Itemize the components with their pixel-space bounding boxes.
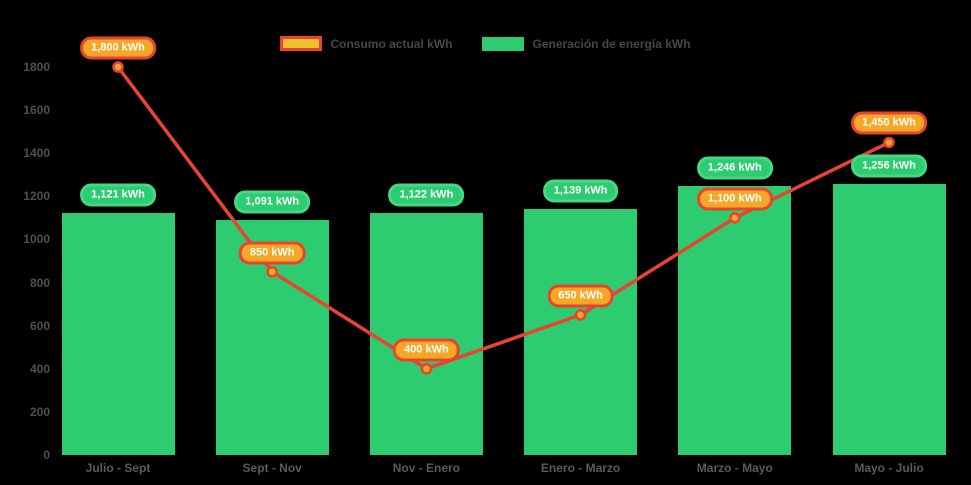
y-tick-label: 1200 — [23, 189, 50, 204]
bar-generacion[interactable] — [369, 213, 483, 455]
bar-value-label: 1,139 kWh — [542, 179, 619, 203]
generacion-legend-label: Generación de energía kWh — [532, 36, 691, 51]
x-axis-label: Sept - Nov — [242, 461, 302, 475]
x-axis-label: Marzo - Mayo — [696, 461, 773, 475]
line-point-marker[interactable] — [883, 136, 895, 149]
x-axis-label: Enero - Marzo — [540, 461, 621, 475]
consumo-legend-label: Consumo actual kWh — [330, 36, 453, 51]
line-value-label: 850 kWh — [238, 241, 306, 265]
bar-value-label: 1,246 kWh — [696, 156, 773, 180]
line-value-label: 1,800 kWh — [80, 36, 156, 60]
line-value-label: 400 kWh — [393, 338, 460, 362]
line-point-marker[interactable] — [112, 61, 124, 73]
line-point-marker[interactable] — [420, 363, 433, 375]
generacion-legend-swatch — [482, 36, 525, 51]
consumo-legend-swatch — [280, 36, 323, 51]
x-axis-label: Nov - Enero — [392, 461, 461, 475]
bar-generacion[interactable] — [832, 184, 946, 455]
bar-generacion[interactable] — [524, 209, 638, 455]
line-value-label: 650 kWh — [547, 284, 614, 308]
y-tick-label: 1000 — [23, 232, 50, 247]
line-point-marker[interactable] — [729, 212, 741, 224]
y-tick-label: 200 — [29, 404, 50, 419]
y-tick-label: 600 — [29, 318, 50, 333]
y-tick-label: 800 — [29, 275, 50, 290]
y-tick-label: 1400 — [23, 146, 50, 161]
bar-generacion[interactable] — [61, 213, 175, 455]
line-value-label: 1,100 kWh — [696, 187, 773, 211]
y-tick-label: 0 — [43, 448, 50, 462]
line-point-marker[interactable] — [574, 309, 587, 321]
x-axis-label: Mayo - Julio — [854, 461, 924, 475]
bar-value-label: 1,121 kWh — [80, 183, 156, 207]
legend-item-generacion[interactable]: Generación de energía kWh — [482, 36, 691, 51]
bar-generacion[interactable] — [678, 186, 792, 455]
x-axis-label: Julio - Sept — [85, 461, 151, 475]
y-tick-label: 400 — [29, 361, 50, 376]
line-value-label: 1,450 kWh — [851, 111, 927, 135]
legend-item-consumo[interactable]: Consumo actual kWh — [280, 36, 452, 51]
chart-legend: Consumo actual kWh Generación de energía… — [0, 36, 971, 51]
bar-value-label: 1,256 kWh — [851, 154, 927, 178]
line-point-marker[interactable] — [266, 266, 278, 278]
bar-value-label: 1,091 kWh — [234, 190, 311, 214]
y-tick-label: 1600 — [23, 103, 50, 118]
y-tick-label: 1800 — [23, 60, 50, 74]
bar-value-label: 1,122 kWh — [388, 183, 465, 207]
